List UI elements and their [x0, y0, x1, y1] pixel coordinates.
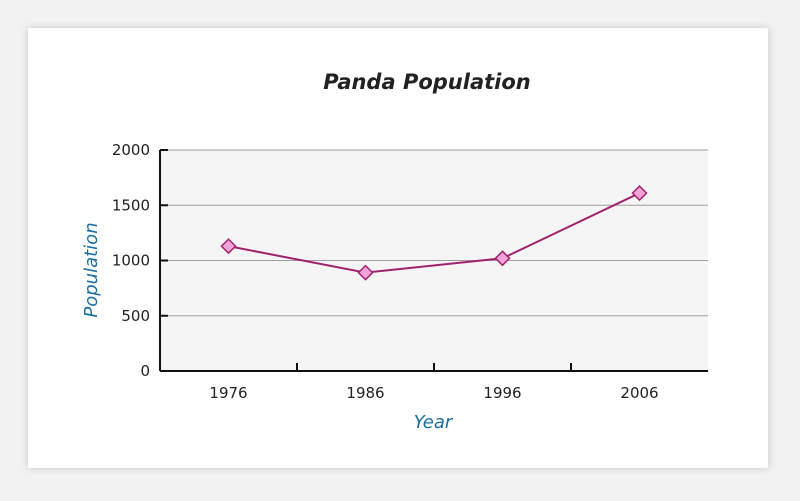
x-tick-label: 1996 [483, 384, 521, 402]
data-point-marker [220, 238, 237, 255]
series-layer [220, 185, 648, 281]
data-point-marker [494, 250, 511, 267]
x-axis-label: Year [414, 412, 454, 433]
y-tick-label: 500 [121, 307, 150, 325]
chart-title: Panda Population [323, 70, 530, 94]
data-point-marker [357, 264, 374, 281]
y-tick-label: 1500 [112, 196, 150, 214]
y-tick-label: 0 [140, 362, 150, 380]
x-tick-label: 1986 [346, 384, 384, 402]
axes [159, 150, 708, 372]
data-point-marker [631, 185, 648, 202]
x-tick-labels: 1976 1986 1996 2006 [209, 384, 658, 402]
series-line [228, 192, 640, 274]
y-tick-label: 2000 [112, 141, 150, 159]
y-axis-label: Population [81, 222, 102, 317]
y-tick-label: 1000 [112, 252, 150, 270]
gridlines [160, 149, 708, 372]
y-tick-labels: 0 500 1000 1500 2000 [112, 141, 150, 380]
x-tick-label: 1976 [209, 384, 247, 402]
x-tick-label: 2006 [620, 384, 658, 402]
